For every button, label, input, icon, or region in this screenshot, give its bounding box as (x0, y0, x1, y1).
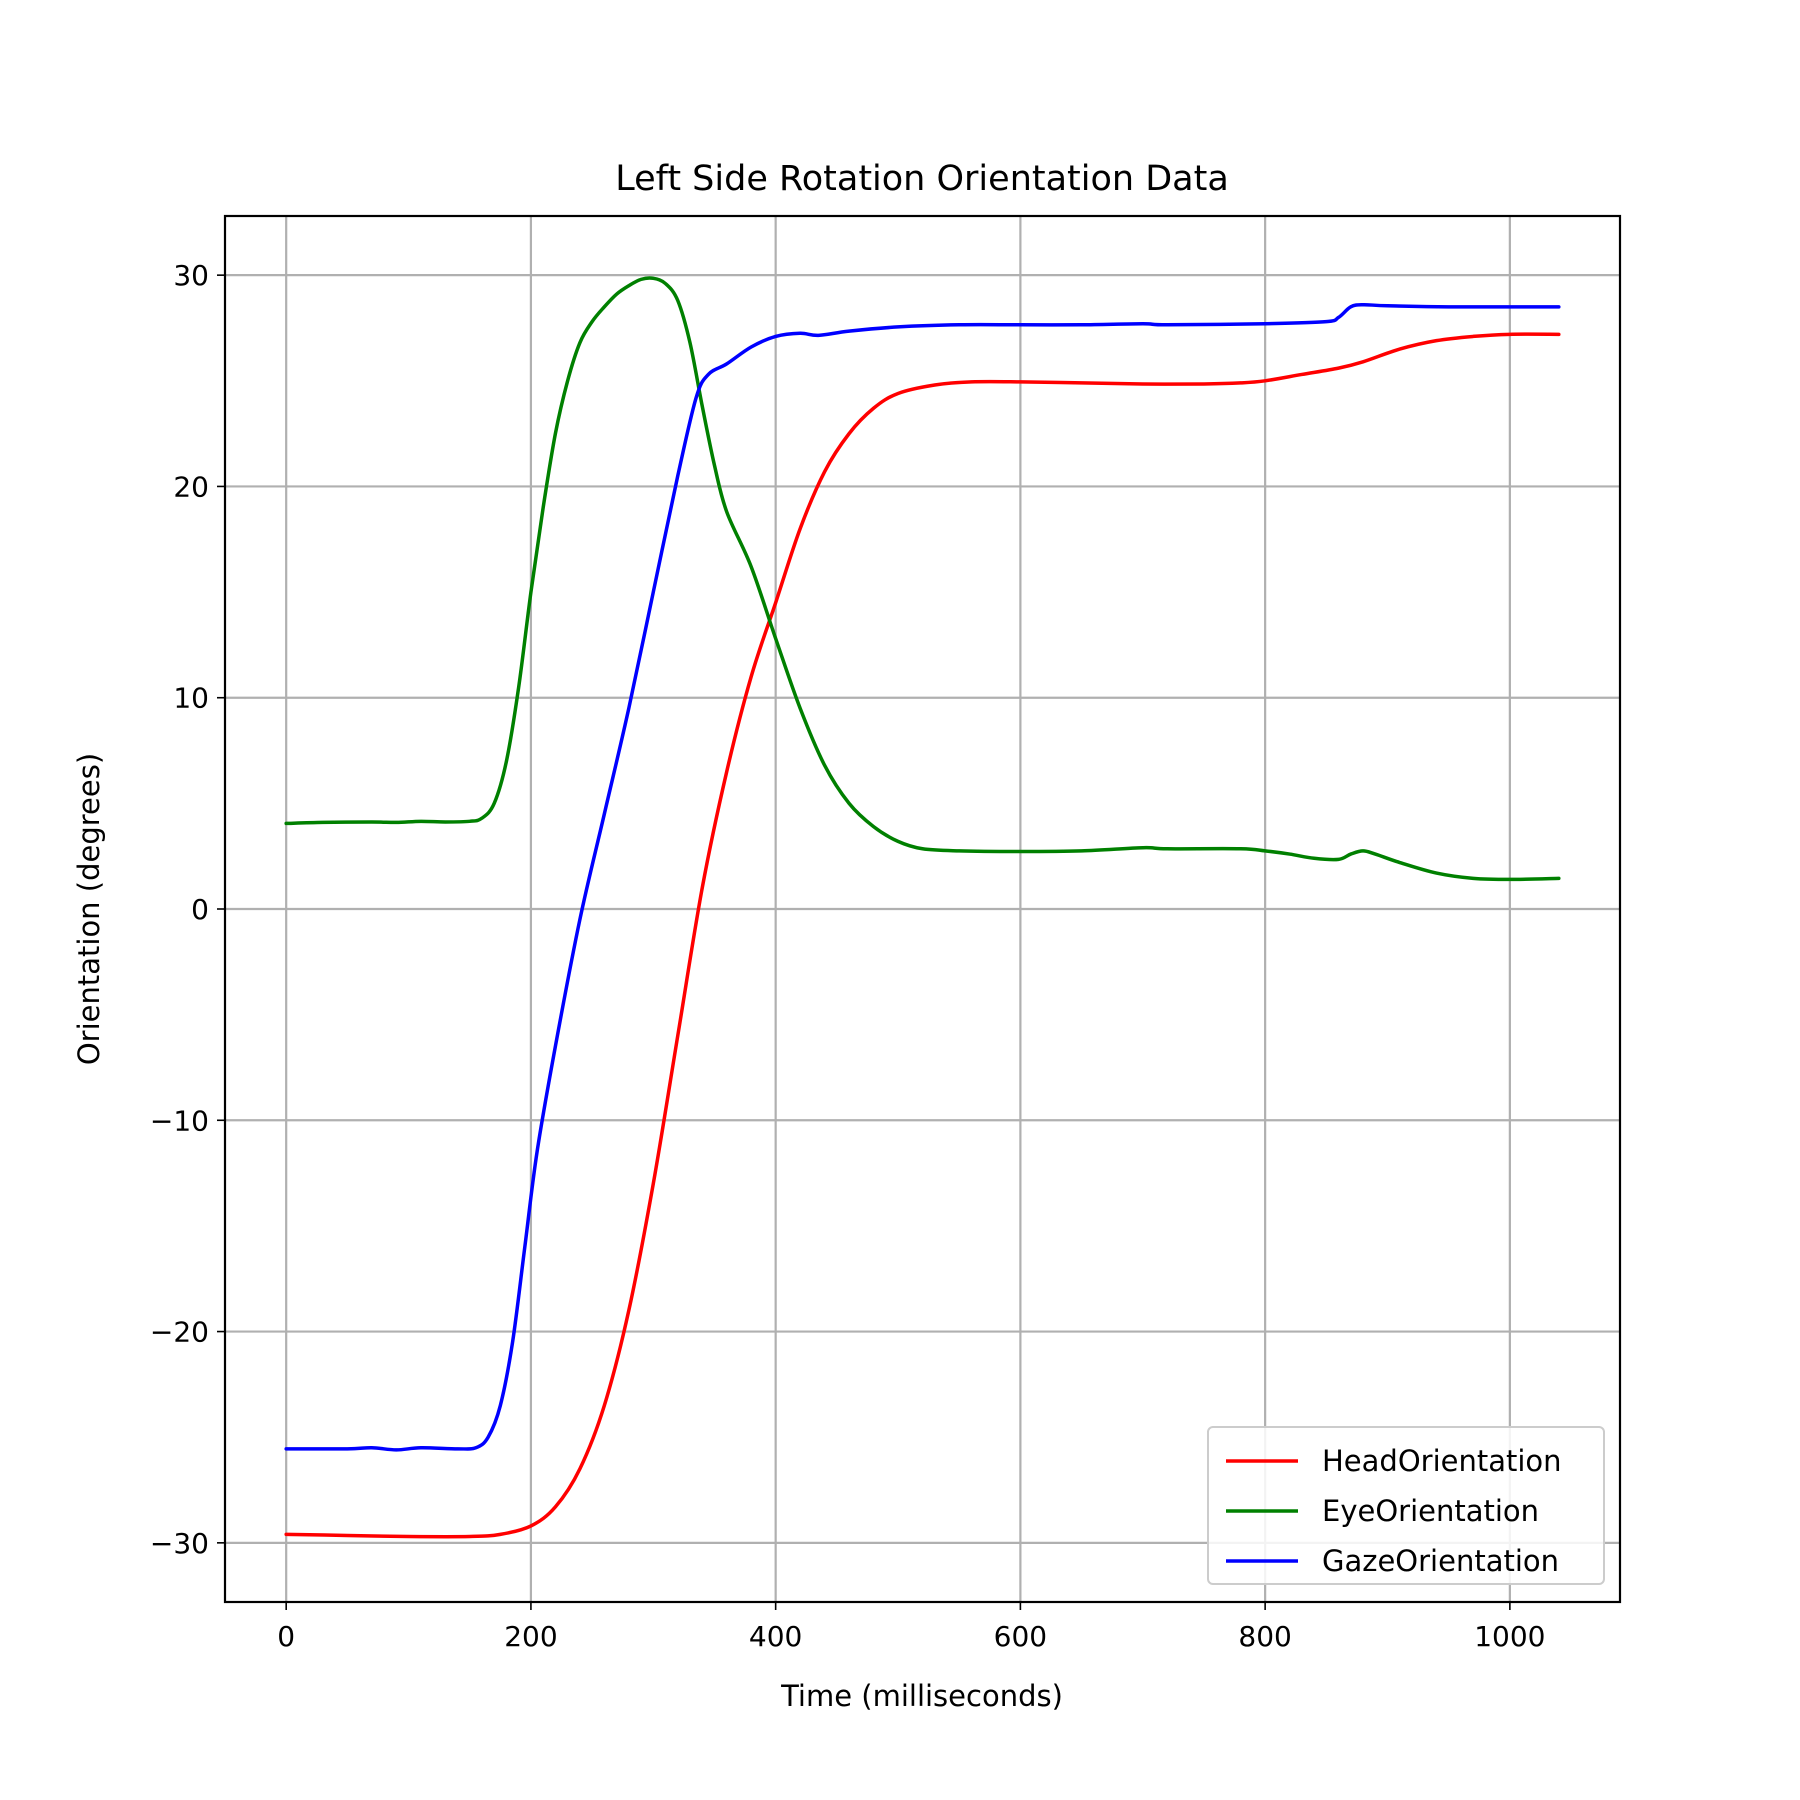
y-tick-label: −10 (150, 1104, 209, 1137)
series-lines (284, 276, 1561, 1539)
gaze-orientation-line (284, 302, 1561, 1452)
y-tick-label: 10 (173, 682, 209, 715)
y-axis-label: Orientation (degrees) (72, 753, 106, 1065)
gaze-orientation-legend-label: GazeOrientation (1322, 1544, 1559, 1578)
eye-orientation-line (284, 276, 1561, 882)
x-axis-label: Time (milliseconds) (780, 1679, 1063, 1713)
y-tick-label: 30 (173, 259, 209, 292)
x-tick-label: 1000 (1474, 1620, 1545, 1653)
eye-orientation-legend-label: EyeOrientation (1322, 1494, 1539, 1528)
x-tick-label: 0 (277, 1620, 295, 1653)
axis-ticks: 0 200 400 600 800 1000 −30 −20 −10 0 10 20 30 (150, 259, 1546, 1653)
x-tick-label: 400 (749, 1620, 802, 1653)
y-tick-label: −30 (150, 1527, 209, 1560)
legend-box (1207, 1426, 1605, 1585)
x-tick-label: 600 (994, 1620, 1047, 1653)
chart-title: Left Side Rotation Orientation Data (615, 159, 1229, 199)
legend: HeadOrientation EyeOrientation GazeOrienta… (1207, 1426, 1605, 1585)
head-orientation-legend-label: HeadOrientation (1322, 1444, 1562, 1478)
y-tick-label: 20 (173, 470, 209, 503)
y-tick-label: 0 (191, 893, 209, 926)
x-tick-label: 200 (504, 1620, 557, 1653)
x-tick-label: 800 (1238, 1620, 1291, 1653)
y-tick-label: −20 (150, 1316, 209, 1349)
head-orientation-line (284, 332, 1561, 1539)
